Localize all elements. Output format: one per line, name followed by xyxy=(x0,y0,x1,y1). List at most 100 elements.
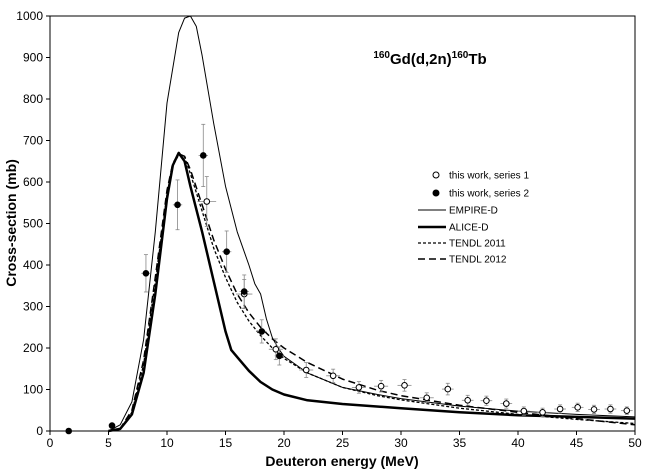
series-1-point xyxy=(197,176,217,227)
x-tick-label: 30 xyxy=(394,436,408,450)
series-1-point xyxy=(518,406,530,416)
series-1-point xyxy=(554,404,566,414)
legend-item-empire-d: EMPIRE-D xyxy=(418,206,498,217)
curve-tendl-2011 xyxy=(108,154,636,432)
x-tick-label: 50 xyxy=(628,436,642,450)
legend-label: this work, series 1 xyxy=(449,171,529,182)
series-2-point xyxy=(108,422,116,429)
legend-item-alice-d: ALICE-D xyxy=(418,223,488,234)
y-tick-label: 800 xyxy=(23,92,43,106)
x-tick-label: 15 xyxy=(219,436,233,450)
series-1-point xyxy=(461,394,474,406)
x-tick-label: 35 xyxy=(453,436,467,450)
series-1-point xyxy=(351,381,366,394)
y-tick-label: 300 xyxy=(23,300,43,314)
x-tick-label: 0 xyxy=(47,436,54,450)
open-circle-marker xyxy=(377,382,385,390)
filled-circle-marker xyxy=(199,152,207,159)
series-2-point xyxy=(239,274,249,309)
series-1-point xyxy=(604,404,617,414)
legend-label: TENDL 2012 xyxy=(449,255,507,266)
open-circle-marker xyxy=(483,397,490,405)
series-2-point xyxy=(221,230,232,273)
series-2-point xyxy=(141,254,151,293)
open-circle-marker xyxy=(607,405,614,413)
series-1-point xyxy=(588,404,600,414)
series-1-point xyxy=(536,407,549,417)
series-2-point xyxy=(65,427,73,435)
title-product: Tb xyxy=(468,51,486,68)
open-circle-marker xyxy=(401,382,408,389)
y-tick-label: 900 xyxy=(23,51,43,65)
legend-label: TENDL 2011 xyxy=(449,239,506,250)
y-axis-title: Cross-section (mb) xyxy=(3,159,19,287)
x-tick-label: 5 xyxy=(105,436,112,450)
filled-circle-marker xyxy=(258,328,266,335)
legend-item-tendl-2012: TENDL 2012 xyxy=(418,255,507,266)
curve-empire-d xyxy=(108,15,636,432)
y-tick-label: 100 xyxy=(23,383,43,397)
open-circle-marker xyxy=(329,372,337,380)
legend-label: this work, series 2 xyxy=(449,189,529,200)
open-circle-marker xyxy=(503,400,510,407)
filled-circle-marker xyxy=(174,201,181,209)
curve-tendl-2012 xyxy=(108,153,636,432)
title-pre-superscript: 160 xyxy=(373,50,390,61)
data-markers xyxy=(65,123,633,435)
open-circle-marker xyxy=(203,198,211,205)
legend-item-series-1: this work, series 1 xyxy=(432,171,529,182)
open-circle-marker xyxy=(520,407,528,415)
x-tick-label: 10 xyxy=(160,436,174,450)
x-tick-label: 40 xyxy=(511,436,525,450)
open-circle-marker xyxy=(539,409,546,416)
series-1-point xyxy=(419,392,434,404)
legend-filled-circle-marker xyxy=(432,189,440,197)
y-tick-label: 400 xyxy=(23,258,43,272)
x-tick-label: 25 xyxy=(336,436,350,450)
filled-circle-marker xyxy=(65,427,73,435)
model-curves xyxy=(108,15,636,433)
y-tick-label: 0 xyxy=(36,424,43,438)
x-tick-label: 45 xyxy=(570,436,584,450)
series-1-point xyxy=(620,406,633,415)
series-2-point xyxy=(274,346,284,366)
y-tick-label: 500 xyxy=(23,217,43,231)
legend-item-series-2: this work, series 2 xyxy=(432,189,529,200)
series-2-point xyxy=(198,123,208,187)
series-1-point xyxy=(374,379,389,393)
y-tick-label: 700 xyxy=(23,134,43,148)
legend-open-circle-marker xyxy=(432,171,440,179)
y-tick-label: 600 xyxy=(23,175,43,189)
title-reaction: Gd(d,2n) xyxy=(390,51,452,68)
open-circle-marker xyxy=(302,366,310,374)
chart-title: 160Gd(d,2n)160Tb xyxy=(373,50,486,68)
x-tick-label: 20 xyxy=(277,436,291,450)
filled-circle-marker xyxy=(240,288,248,295)
legend-label: EMPIRE-D xyxy=(449,206,498,217)
legend: this work, series 1 this work, series 2 … xyxy=(418,171,529,266)
open-circle-marker xyxy=(444,385,452,393)
series-1-point xyxy=(299,362,314,378)
filled-circle-marker xyxy=(142,270,150,277)
series-1-point xyxy=(326,368,341,383)
filled-circle-marker xyxy=(276,352,283,360)
open-circle-marker xyxy=(355,384,363,391)
filled-circle-marker xyxy=(108,422,116,429)
open-circle-marker xyxy=(590,406,598,413)
series-1-point xyxy=(480,395,493,406)
series-1-point xyxy=(397,379,412,392)
series-2-point xyxy=(172,179,183,231)
open-circle-marker xyxy=(464,396,471,404)
open-circle-marker xyxy=(272,345,280,353)
series-1-point xyxy=(571,402,584,412)
open-circle-marker xyxy=(623,407,631,414)
filled-circle-marker xyxy=(223,248,230,256)
series-1-point xyxy=(500,398,513,409)
series-1-point xyxy=(441,382,454,396)
open-circle-marker xyxy=(423,394,431,402)
y-tick-label: 200 xyxy=(23,341,43,355)
series-2-point xyxy=(257,319,267,344)
open-circle-marker xyxy=(574,404,581,411)
legend-item-tendl-2011: TENDL 2011 xyxy=(418,239,506,250)
